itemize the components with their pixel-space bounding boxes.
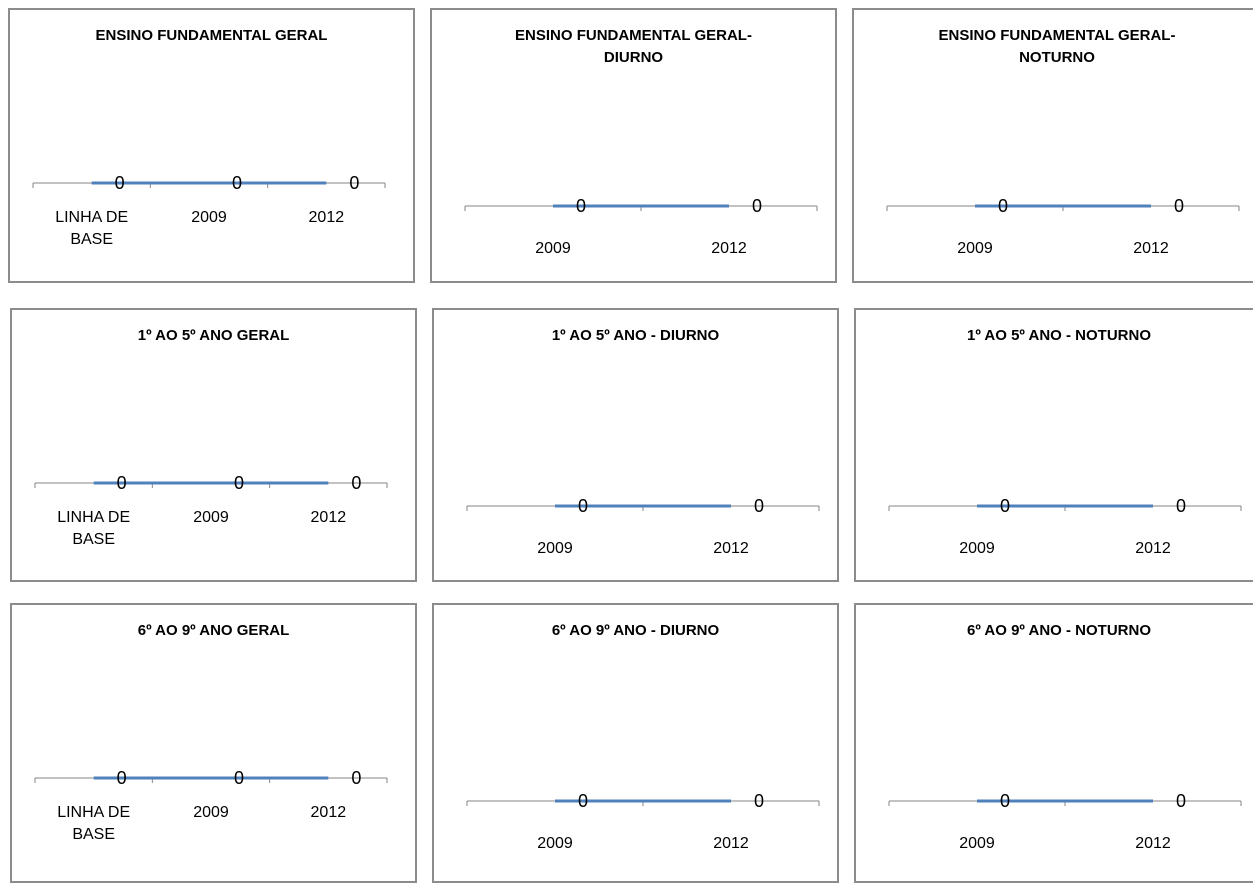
chart-svg: 1º AO 5º ANO - DIURNO 0 0 2009 2012 <box>466 327 820 557</box>
chart-svg: 6º AO 9º ANO - DIURNO 0 0 2009 2012 <box>466 622 820 852</box>
x-tick-label: 2009 <box>957 240 993 257</box>
x-tick-label: LINHA DE <box>57 804 130 821</box>
chart-svg: 1º AO 5º ANO GERAL 0 0 0 LINHA DE BASE 2009 201… <box>34 327 388 548</box>
x-tick-label: BASE <box>72 531 115 548</box>
data-label: 0 <box>1000 791 1010 811</box>
data-label: 0 <box>1174 196 1184 216</box>
chart-panel: 6º AO 9º ANO - DIURNO 0 0 2009 2012 <box>432 603 839 883</box>
data-label: 0 <box>578 791 588 811</box>
chart-panel: 1º AO 5º ANO GERAL 0 0 0 LINHA DE BASE 2009 201… <box>10 308 417 582</box>
chart-title: ENSINO FUNDAMENTAL GERAL- <box>939 27 1176 44</box>
data-label: 0 <box>351 768 361 788</box>
x-tick-label: BASE <box>72 826 115 843</box>
data-label: 0 <box>234 768 244 788</box>
chart-panel: 1º AO 5º ANO - DIURNO 0 0 2009 2012 <box>432 308 839 582</box>
x-tick-label: 2012 <box>1133 240 1169 257</box>
data-label: 0 <box>351 473 361 493</box>
chart-panel: 6º AO 9º ANO GERAL 0 0 0 LINHA DE BASE 2009 201… <box>10 603 417 883</box>
x-tick-label: 2012 <box>711 240 747 257</box>
chart-svg: ENSINO FUNDAMENTAL GERAL- DIURNO 0 0 2009 201… <box>464 27 818 257</box>
chart-title: NOTURNO <box>1019 49 1095 66</box>
x-tick-label: 2012 <box>1135 540 1171 557</box>
data-label: 0 <box>752 196 762 216</box>
chart-svg: ENSINO FUNDAMENTAL GERAL 0 0 0 LINHA DE BASE 2… <box>32 27 386 248</box>
data-label: 0 <box>1176 496 1186 516</box>
chart-panel: ENSINO FUNDAMENTAL GERAL 0 0 0 LINHA DE BASE 2… <box>8 8 415 283</box>
x-tick-label: 2009 <box>959 540 995 557</box>
x-tick-label: 2009 <box>537 540 573 557</box>
data-label: 0 <box>117 473 127 493</box>
data-label: 0 <box>578 496 588 516</box>
chart-title: 6º AO 9º ANO - NOTURNO <box>967 622 1151 639</box>
chart-title: 6º AO 9º ANO GERAL <box>138 622 290 639</box>
x-tick-label: 2012 <box>713 835 749 852</box>
chart-svg: ENSINO FUNDAMENTAL GERAL- NOTURNO 0 0 2009 20… <box>886 27 1240 257</box>
x-tick-label: 2012 <box>309 209 345 226</box>
x-tick-label: 2012 <box>1135 835 1171 852</box>
data-label: 0 <box>117 768 127 788</box>
x-tick-label: BASE <box>70 231 113 248</box>
data-label: 0 <box>1000 496 1010 516</box>
data-label: 0 <box>998 196 1008 216</box>
data-label: 0 <box>754 791 764 811</box>
chart-svg: 6º AO 9º ANO - NOTURNO 0 0 2009 2012 <box>888 622 1242 852</box>
chart-panel: ENSINO FUNDAMENTAL GERAL- DIURNO 0 0 2009 201… <box>430 8 837 283</box>
chart-panel: 1º AO 5º ANO - NOTURNO 0 0 2009 2012 <box>854 308 1253 582</box>
chart-title: 6º AO 9º ANO - DIURNO <box>552 622 720 639</box>
data-label: 0 <box>234 473 244 493</box>
chart-panel: 6º AO 9º ANO - NOTURNO 0 0 2009 2012 <box>854 603 1253 883</box>
x-tick-label: 2009 <box>535 240 571 257</box>
x-tick-label: 2012 <box>713 540 749 557</box>
data-label: 0 <box>754 496 764 516</box>
data-label: 0 <box>349 173 359 193</box>
chart-svg: 1º AO 5º ANO - NOTURNO 0 0 2009 2012 <box>888 327 1242 557</box>
x-tick-label: 2009 <box>537 835 573 852</box>
data-label: 0 <box>115 173 125 193</box>
x-tick-label: 2012 <box>311 804 347 821</box>
chart-panel: ENSINO FUNDAMENTAL GERAL- NOTURNO 0 0 2009 20… <box>852 8 1253 283</box>
chart-title: 1º AO 5º ANO - NOTURNO <box>967 327 1151 344</box>
chart-title: DIURNO <box>604 49 663 66</box>
chart-title: 1º AO 5º ANO GERAL <box>138 327 290 344</box>
x-tick-label: 2009 <box>193 509 229 526</box>
x-tick-label: LINHA DE <box>55 209 128 226</box>
data-label: 0 <box>232 173 242 193</box>
chart-title: 1º AO 5º ANO - DIURNO <box>552 327 720 344</box>
chart-title: ENSINO FUNDAMENTAL GERAL- <box>515 27 752 44</box>
x-tick-label: 2009 <box>193 804 229 821</box>
data-label: 0 <box>1176 791 1186 811</box>
x-tick-label: 2009 <box>959 835 995 852</box>
x-tick-label: 2009 <box>191 209 227 226</box>
x-tick-label: LINHA DE <box>57 509 130 526</box>
chart-svg: 6º AO 9º ANO GERAL 0 0 0 LINHA DE BASE 2009 201… <box>34 622 388 843</box>
x-tick-label: 2012 <box>311 509 347 526</box>
data-label: 0 <box>576 196 586 216</box>
chart-title: ENSINO FUNDAMENTAL GERAL <box>96 27 328 44</box>
